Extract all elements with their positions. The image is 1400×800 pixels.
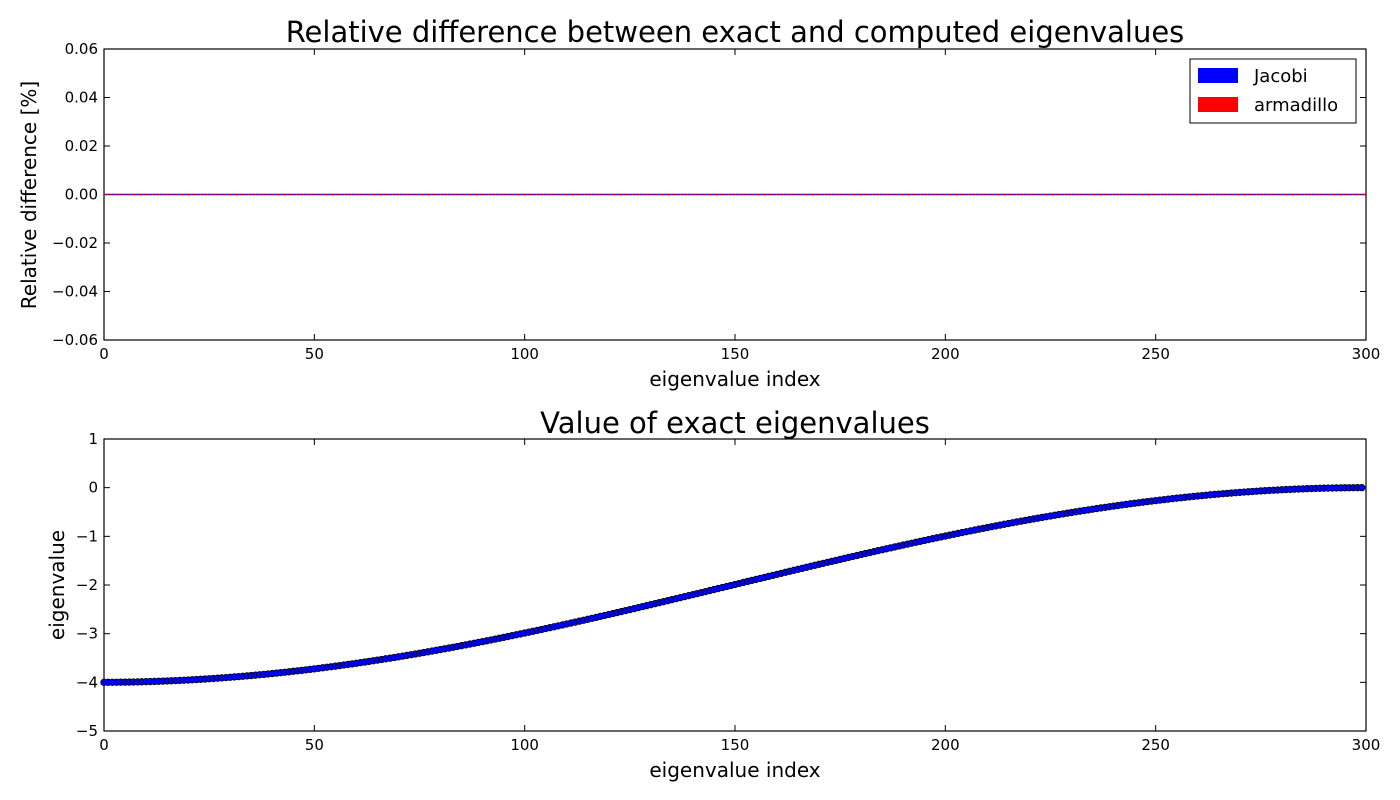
x-tick-label: 300 xyxy=(1352,736,1381,754)
x-tick-label: 300 xyxy=(1352,345,1381,363)
x-tick-label: 50 xyxy=(305,736,324,754)
y-tick-label: −1 xyxy=(76,527,98,545)
y-tick-label: −0.06 xyxy=(52,331,98,349)
y-tick-label: −3 xyxy=(76,625,98,643)
x-tick-label: 250 xyxy=(1141,736,1170,754)
legend: Jacobi armadillo xyxy=(1189,58,1357,124)
y-tick-label: −0.02 xyxy=(52,234,98,252)
x-axis-label: eigenvalue index xyxy=(649,367,820,391)
y-tick-label: 0.02 xyxy=(65,137,98,155)
x-tick-label: 250 xyxy=(1141,345,1170,363)
y-axis-label: eigenvalue xyxy=(45,530,69,640)
plot-area: 0 50 100 150 200 250 300 0.06 0.04 0.02 0.00 −0.02 −… xyxy=(52,40,1380,363)
y-tick-label: 0 xyxy=(88,479,98,497)
x-axis-label: eigenvalue index xyxy=(649,758,820,782)
y-tick-label: −2 xyxy=(76,576,98,594)
data-point xyxy=(1358,484,1366,492)
chart-title: Relative difference between exact and co… xyxy=(286,15,1185,49)
y-tick-label: 0.04 xyxy=(65,89,98,107)
x-tick-label: 100 xyxy=(510,345,539,363)
x-tick-label: 100 xyxy=(510,736,539,754)
y-tick-label: 0.06 xyxy=(65,40,98,58)
y-tick-label: 1 xyxy=(88,430,98,448)
relative-difference-panel: Relative difference between exact and co… xyxy=(17,15,1380,391)
y-tick-label: −0.04 xyxy=(52,283,98,301)
exact-eigenvalues-panel: Value of exact eigenvalues eigenvalue ei… xyxy=(45,406,1380,782)
legend-swatch xyxy=(1198,68,1238,83)
legend-frame xyxy=(1189,58,1357,124)
x-tick-label: 200 xyxy=(931,736,960,754)
x-tick-label: 150 xyxy=(721,345,750,363)
x-tick-label: 50 xyxy=(305,345,324,363)
y-tick-label: −5 xyxy=(76,722,98,740)
x-tick-label: 0 xyxy=(99,345,109,363)
legend-label: Jacobi xyxy=(1253,66,1308,87)
x-tick-label: 200 xyxy=(931,345,960,363)
plot-area: 0 50 100 150 200 250 300 1 0 −1 −2 −3 −4 −5 xyxy=(76,430,1380,754)
legend-label: armadillo xyxy=(1254,95,1338,116)
legend-swatch xyxy=(1198,97,1238,112)
x-tick-label: 0 xyxy=(99,736,109,754)
chart-title: Value of exact eigenvalues xyxy=(540,406,930,440)
y-tick-label: −4 xyxy=(76,673,98,691)
y-axis-label: Relative difference [%] xyxy=(17,81,41,309)
x-tick-label: 150 xyxy=(721,736,750,754)
y-tick-label: 0.00 xyxy=(65,186,98,204)
